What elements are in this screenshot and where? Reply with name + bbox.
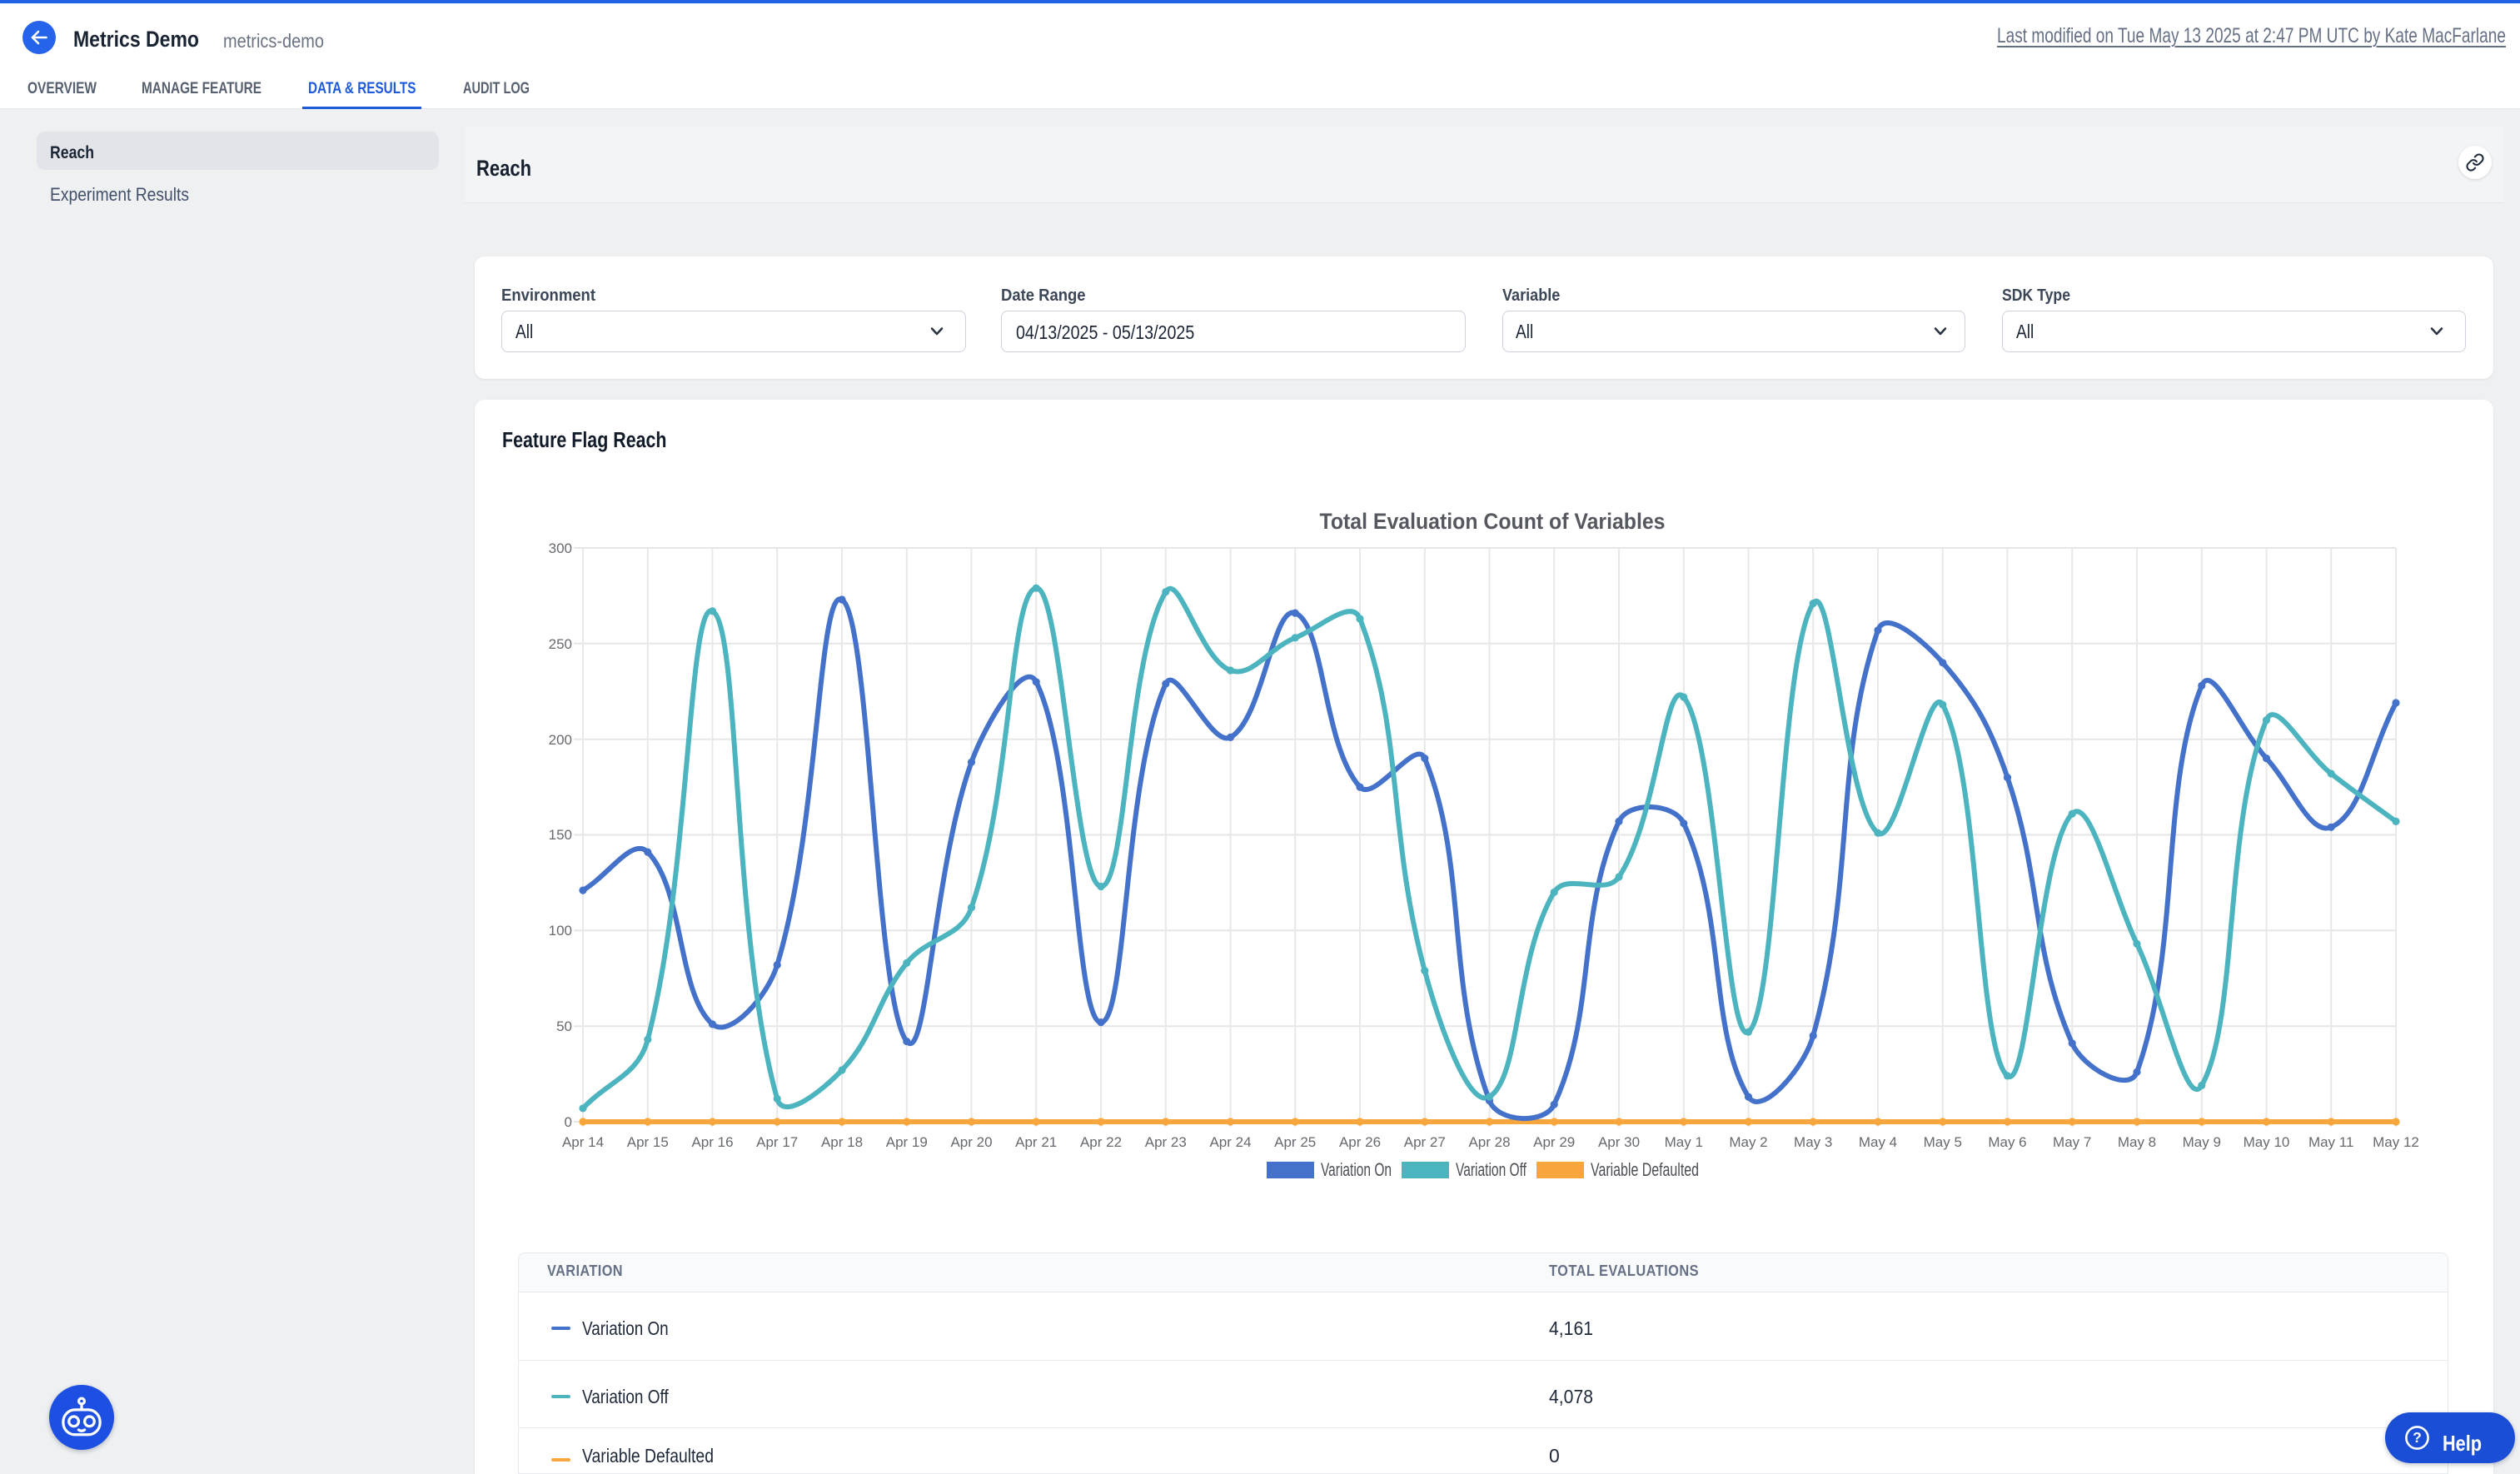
svg-text:May 12: May 12 <box>2373 1134 2419 1150</box>
svg-text:Total Evaluation Count of Vari: Total Evaluation Count of Variables <box>1320 509 1666 534</box>
svg-text:May 7: May 7 <box>2053 1134 2091 1150</box>
svg-text:Apr 23: Apr 23 <box>1145 1134 1187 1150</box>
svg-text:May 9: May 9 <box>2183 1134 2221 1150</box>
svg-text:Apr 15: Apr 15 <box>627 1134 669 1150</box>
svg-text:Variation On: Variation On <box>1321 1159 1392 1180</box>
svg-text:Apr 18: Apr 18 <box>821 1134 863 1150</box>
svg-text:150: 150 <box>549 827 572 843</box>
svg-text:?: ? <box>2413 1429 2422 1446</box>
svg-text:Apr 26: Apr 26 <box>1339 1134 1381 1150</box>
svg-text:Variation Off: Variation Off <box>1456 1159 1527 1180</box>
svg-text:Apr 14: Apr 14 <box>562 1134 604 1150</box>
svg-text:May 5: May 5 <box>1924 1134 1962 1150</box>
svg-text:May 4: May 4 <box>1859 1134 1897 1150</box>
svg-text:250: 250 <box>549 636 572 652</box>
svg-text:May 1: May 1 <box>1665 1134 1703 1150</box>
svg-text:Apr 19: Apr 19 <box>886 1134 928 1150</box>
svg-text:50: 50 <box>556 1018 572 1034</box>
svg-text:300: 300 <box>549 540 572 556</box>
svg-text:200: 200 <box>549 732 572 748</box>
svg-text:May 8: May 8 <box>2118 1134 2156 1150</box>
svg-text:Apr 29: Apr 29 <box>1533 1134 1575 1150</box>
svg-text:Apr 30: Apr 30 <box>1598 1134 1640 1150</box>
svg-text:Variable Defaulted: Variable Defaulted <box>1591 1159 1699 1180</box>
svg-text:0: 0 <box>565 1114 572 1130</box>
svg-text:Apr 22: Apr 22 <box>1080 1134 1122 1150</box>
svg-text:May 10: May 10 <box>2244 1134 2290 1150</box>
svg-text:Apr 27: Apr 27 <box>1404 1134 1446 1150</box>
svg-text:Apr 28: Apr 28 <box>1468 1134 1510 1150</box>
svg-text:May 2: May 2 <box>1729 1134 1767 1150</box>
svg-text:Apr 20: Apr 20 <box>950 1134 992 1150</box>
svg-text:Apr 17: Apr 17 <box>756 1134 798 1150</box>
svg-text:Apr 16: Apr 16 <box>691 1134 733 1150</box>
svg-text:Apr 24: Apr 24 <box>1209 1134 1251 1150</box>
svg-text:May 6: May 6 <box>1988 1134 2026 1150</box>
svg-text:100: 100 <box>549 923 572 939</box>
svg-text:Apr 21: Apr 21 <box>1015 1134 1057 1150</box>
svg-text:May 3: May 3 <box>1794 1134 1832 1150</box>
svg-text:Apr 25: Apr 25 <box>1274 1134 1316 1150</box>
svg-text:May 11: May 11 <box>2308 1134 2354 1150</box>
